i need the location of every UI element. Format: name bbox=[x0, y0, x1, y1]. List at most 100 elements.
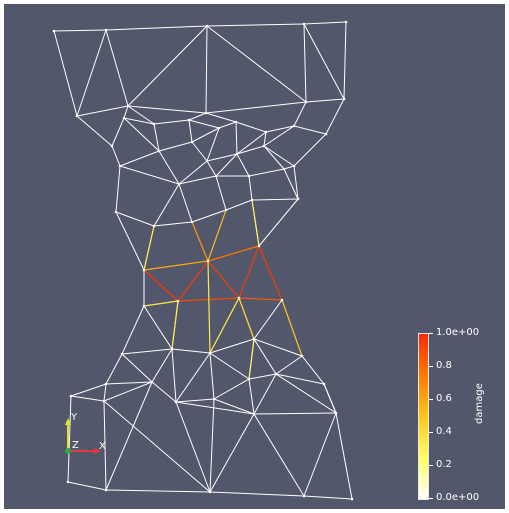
mesh-edge bbox=[293, 125, 327, 135]
mesh-edge bbox=[123, 105, 129, 119]
y-arrow-head bbox=[65, 418, 71, 425]
mesh-edge bbox=[123, 117, 155, 125]
mesh-node bbox=[142, 268, 146, 272]
mesh-node bbox=[252, 412, 256, 416]
mesh-node bbox=[247, 377, 251, 381]
mesh-node bbox=[264, 130, 268, 134]
mesh-node bbox=[204, 111, 208, 115]
damaged-edge bbox=[143, 300, 179, 307]
mesh-node bbox=[302, 22, 306, 26]
mesh-edge bbox=[213, 398, 255, 415]
mesh-node bbox=[247, 174, 251, 178]
mesh-edge bbox=[175, 398, 215, 403]
mesh-node bbox=[114, 210, 118, 214]
damaged-edge bbox=[177, 260, 209, 302]
mesh-edge bbox=[303, 23, 345, 100]
mesh-node bbox=[104, 382, 108, 386]
colorbar-tick bbox=[428, 498, 433, 499]
mesh-edge bbox=[253, 338, 303, 357]
mesh-edge bbox=[121, 353, 153, 383]
mesh-node bbox=[252, 337, 256, 341]
mesh-edge bbox=[215, 175, 227, 211]
mesh-edge bbox=[209, 491, 305, 497]
mesh-edge bbox=[158, 141, 193, 152]
mesh-edge bbox=[105, 29, 129, 107]
mesh-node bbox=[296, 197, 300, 201]
mesh-edge bbox=[263, 125, 295, 147]
mesh-node bbox=[214, 174, 218, 178]
mesh-edge bbox=[119, 150, 160, 167]
colorbar-tick-label: 0.4 bbox=[436, 426, 452, 437]
colorbar-tick bbox=[428, 399, 433, 400]
mesh-canvas[interactable] bbox=[4, 4, 505, 509]
colorbar-tick-label: 0.6 bbox=[436, 393, 452, 404]
mesh-edge bbox=[263, 145, 285, 170]
mesh-edge bbox=[209, 352, 215, 400]
mesh-edge bbox=[111, 117, 125, 147]
damaged-edge bbox=[207, 245, 260, 262]
mesh-edge bbox=[205, 25, 208, 114]
mesh-node bbox=[150, 380, 154, 384]
mesh-edge bbox=[67, 481, 107, 491]
mesh-edge bbox=[206, 153, 238, 162]
colorbar-title: damage bbox=[474, 383, 485, 424]
mesh-edge bbox=[265, 125, 295, 133]
mesh-edge bbox=[248, 168, 285, 177]
mesh-edge bbox=[111, 145, 121, 167]
mesh-node bbox=[206, 259, 210, 263]
mesh-edge bbox=[258, 198, 299, 247]
z-axis-dot bbox=[65, 448, 71, 454]
mesh-edge bbox=[103, 381, 153, 402]
render-viewport[interactable]: Y Z X 1.0e+00 0.8 0.6 0.4 0.2 0.0e+00 damage bbox=[4, 4, 505, 509]
damage-colorbar bbox=[418, 333, 429, 500]
mesh-edge bbox=[70, 395, 105, 402]
colorbar-tick bbox=[428, 432, 433, 433]
damaged-edge bbox=[238, 297, 255, 340]
mesh-edge bbox=[275, 373, 337, 414]
mesh-edge bbox=[305, 98, 345, 103]
mesh-edge bbox=[218, 121, 237, 129]
mesh-edge bbox=[293, 101, 307, 127]
mesh-edge bbox=[213, 378, 250, 400]
mesh-edge bbox=[123, 117, 160, 152]
mesh-node bbox=[234, 120, 238, 124]
mesh-edge bbox=[253, 299, 283, 340]
mesh-node bbox=[212, 397, 216, 401]
mesh-edge bbox=[67, 395, 72, 483]
mesh-edge bbox=[253, 338, 277, 375]
mesh-node bbox=[342, 97, 346, 101]
mesh-node bbox=[205, 24, 209, 28]
y-axis-label: Y bbox=[71, 412, 78, 423]
mesh-edge bbox=[263, 145, 295, 167]
damaged-edge bbox=[143, 260, 209, 271]
damaged-edge bbox=[143, 269, 179, 302]
mesh-edge bbox=[175, 401, 255, 415]
damaged-edge bbox=[207, 260, 240, 299]
mesh-node bbox=[66, 480, 70, 484]
mesh-node bbox=[324, 132, 328, 136]
mesh-edge bbox=[209, 338, 255, 354]
damaged-edge bbox=[251, 199, 260, 247]
mesh-edge bbox=[303, 412, 337, 497]
mesh-edge bbox=[153, 183, 180, 227]
colorbar-tick bbox=[428, 333, 433, 334]
damaged-edge bbox=[191, 221, 209, 262]
mesh-edge bbox=[236, 153, 250, 177]
mesh-edge bbox=[301, 355, 325, 385]
mesh-node bbox=[280, 298, 284, 302]
mesh-node bbox=[190, 220, 194, 224]
mesh-edge bbox=[253, 373, 277, 415]
x-axis-label: X bbox=[99, 441, 106, 452]
mesh-edge bbox=[115, 211, 145, 271]
mesh-edge bbox=[188, 112, 207, 121]
mesh-node bbox=[69, 394, 73, 398]
z-axis-label: Z bbox=[72, 440, 79, 451]
mesh-node bbox=[104, 488, 108, 492]
mesh-edge bbox=[127, 25, 208, 107]
mesh-node bbox=[262, 144, 266, 148]
mesh-edge bbox=[303, 21, 347, 25]
mesh-node bbox=[75, 114, 79, 118]
mesh-node bbox=[302, 494, 306, 498]
mesh-edge bbox=[205, 101, 307, 114]
mesh-edge bbox=[178, 160, 208, 185]
